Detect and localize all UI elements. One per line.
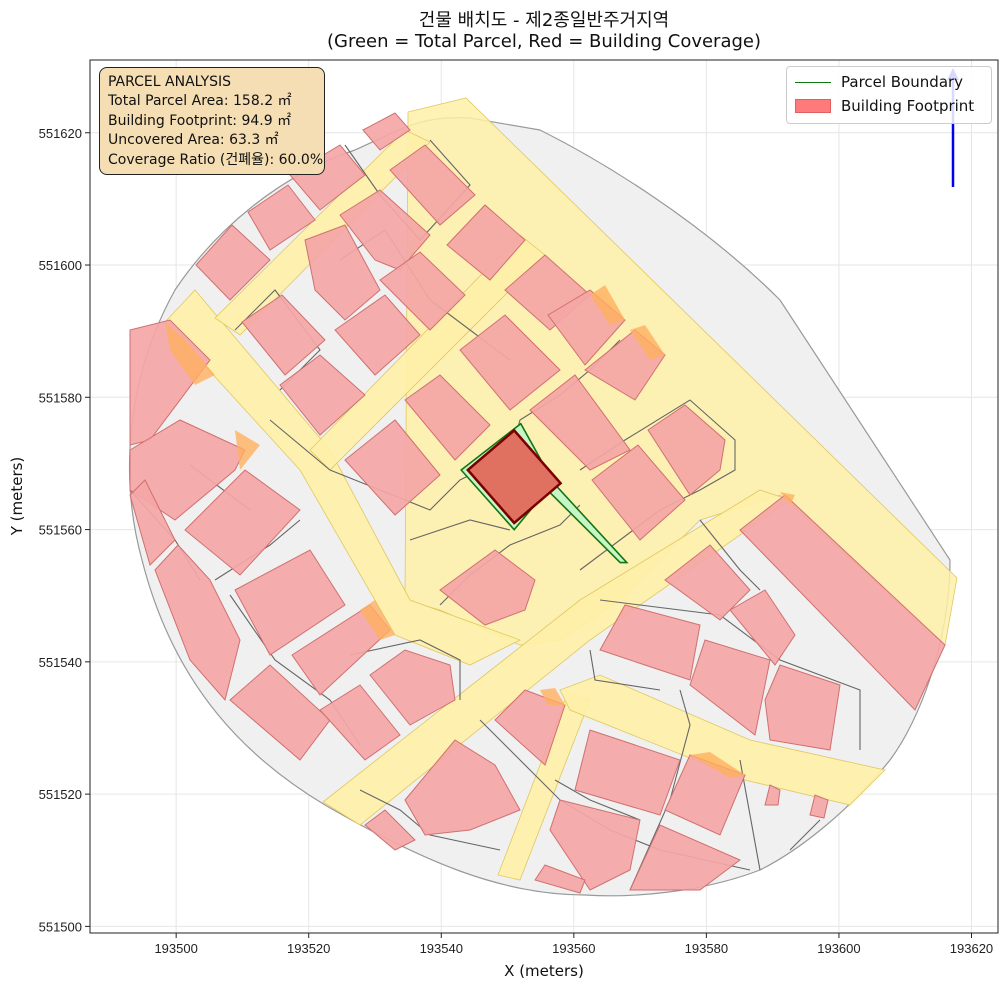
- building: [344, 419, 441, 516]
- building-footprints: [129, 112, 946, 894]
- info-total-area: Total Parcel Area: 158.2 ㎡: [108, 93, 292, 110]
- building: [629, 824, 741, 891]
- y-tick-label: 551620: [39, 126, 82, 141]
- road-west-diagonal: [164, 289, 522, 666]
- building: [739, 494, 946, 711]
- building: [809, 794, 829, 819]
- y-tick-label: 551540: [39, 655, 82, 670]
- y-tick-label: 551580: [39, 390, 82, 405]
- legend-item-parcel: Parcel Boundary: [795, 71, 963, 93]
- building: [404, 374, 491, 461]
- building: [195, 224, 271, 301]
- building: [529, 374, 631, 471]
- building: [129, 419, 246, 521]
- building: [379, 251, 466, 331]
- building: [446, 204, 526, 281]
- building: [334, 294, 421, 376]
- road-southeast: [559, 674, 886, 806]
- building-patch-swatch: [795, 99, 831, 113]
- building: [362, 112, 411, 151]
- info-coverage: Coverage Ratio (건폐율): 60.0%: [108, 151, 324, 168]
- building: [184, 469, 301, 576]
- parcel-analysis-box: PARCEL ANALYSIS Total Parcel Area: 158.2…: [99, 67, 325, 176]
- building: [234, 549, 346, 656]
- y-axis-label: Y (meters): [8, 457, 26, 537]
- building: [339, 189, 431, 271]
- building: [764, 784, 781, 806]
- building: [369, 649, 456, 726]
- y-tick-label: 551520: [39, 787, 82, 802]
- x-axis-label: X (meters): [504, 962, 584, 980]
- y-axis-ticks: 551500 551520 551540 551560 551580 551600 5516…: [39, 126, 90, 934]
- building: [247, 184, 316, 251]
- building: [574, 729, 681, 816]
- legend-label-building: Building Footprint: [841, 97, 975, 115]
- overlap-areas: [165, 285, 795, 778]
- info-footprint: Building Footprint: 94.9 ㎡: [108, 112, 292, 129]
- x-tick-label: 193540: [420, 941, 463, 956]
- y-tick-label: 551560: [39, 523, 82, 538]
- info-heading: PARCEL ANALYSIS: [108, 74, 232, 90]
- building: [599, 604, 701, 681]
- building: [241, 294, 326, 376]
- building: [304, 224, 381, 321]
- x-tick-label: 193560: [552, 941, 595, 956]
- plot-frame: [89, 59, 999, 934]
- building: [404, 739, 521, 836]
- x-tick-label: 193620: [950, 941, 993, 956]
- building: [729, 589, 796, 666]
- x-tick-label: 193580: [685, 941, 728, 956]
- y-tick-label: 551600: [39, 258, 82, 273]
- building: [647, 404, 726, 496]
- x-tick-label: 193500: [154, 941, 197, 956]
- info-uncovered: Uncovered Area: 63.3 ㎡: [108, 132, 279, 149]
- legend-label-parcel: Parcel Boundary: [841, 73, 964, 91]
- building: [129, 479, 176, 566]
- building: [154, 544, 241, 702]
- building: [439, 549, 536, 626]
- building: [364, 809, 416, 851]
- building: [764, 664, 841, 751]
- target-building-footprint: [466, 428, 563, 525]
- parcel-line-swatch: [795, 81, 831, 83]
- building: [591, 444, 686, 541]
- y-tick-label: 551500: [39, 919, 82, 934]
- building: [319, 684, 401, 761]
- x-tick-label: 193520: [287, 941, 330, 956]
- building: [689, 639, 771, 736]
- building: [534, 864, 586, 894]
- building: [459, 314, 561, 411]
- chart-subtitle: (Green = Total Parcel, Red = Building Co…: [326, 31, 762, 52]
- building: [389, 144, 476, 226]
- building: [279, 354, 366, 436]
- x-axis-ticks: 193500 193520 193540 193560 193580 193600 1936…: [154, 933, 993, 956]
- legend-item-building: Building Footprint: [795, 95, 974, 117]
- building: [664, 544, 751, 621]
- chart-title: 건물 배치도 - 제2종일반주거지역: [418, 10, 670, 31]
- legend: Parcel Boundary Building Footprint: [786, 66, 992, 124]
- x-tick-label: 193600: [817, 941, 860, 956]
